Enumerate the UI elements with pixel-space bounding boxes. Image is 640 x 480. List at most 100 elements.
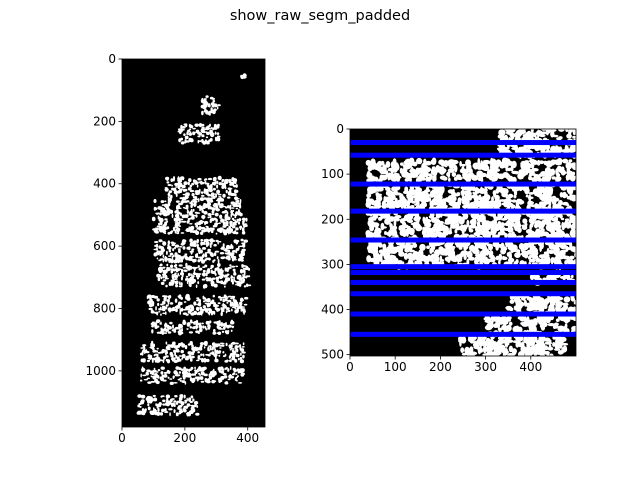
ink-blob xyxy=(390,229,398,237)
ink-blob xyxy=(181,370,185,375)
ink-blob xyxy=(159,254,162,257)
ink-blob xyxy=(402,171,410,178)
ink-blob xyxy=(529,144,537,150)
ink-blob xyxy=(153,397,158,402)
ink-blob xyxy=(185,313,189,316)
ink-blob xyxy=(208,110,213,114)
ink-blob xyxy=(201,123,205,127)
ink-blob xyxy=(506,315,512,321)
ink-blob xyxy=(524,318,531,324)
ink-blob xyxy=(146,359,150,363)
ink-blob xyxy=(221,256,226,259)
ink-blob xyxy=(217,331,222,336)
ink-blob xyxy=(210,370,213,376)
ink-blob xyxy=(153,408,157,412)
ink-blob xyxy=(461,163,466,167)
ink-blob xyxy=(154,241,159,244)
ink-blob xyxy=(165,206,170,210)
ink-blob xyxy=(414,260,419,266)
ink-blob xyxy=(387,172,392,179)
ink-blob xyxy=(196,205,201,209)
ink-blob xyxy=(563,296,571,303)
ink-blob xyxy=(498,129,503,136)
ink-blob xyxy=(183,133,186,137)
ink-blob xyxy=(200,238,204,242)
ink-blob xyxy=(165,250,168,256)
ink-blob xyxy=(204,298,210,302)
ink-blob xyxy=(176,232,180,235)
ink-blob xyxy=(151,329,154,334)
ink-blob xyxy=(203,189,206,194)
ink-blob xyxy=(167,240,171,245)
ink-blob xyxy=(538,306,545,313)
ink-blob xyxy=(516,325,519,329)
y-tick-label: 200 xyxy=(93,114,116,128)
ink-blob xyxy=(200,353,203,356)
ink-blob xyxy=(177,248,181,250)
ink-blob xyxy=(514,252,521,259)
ink-blob xyxy=(164,295,168,298)
ink-blob xyxy=(517,227,522,233)
ink-blob xyxy=(203,220,209,225)
ink-blob xyxy=(419,243,426,251)
ink-blob xyxy=(558,166,565,174)
ink-blob xyxy=(219,205,223,209)
ink-blob xyxy=(153,369,157,373)
ink-blob xyxy=(169,351,173,356)
ink-blob xyxy=(219,251,225,255)
ink-blob xyxy=(215,205,219,208)
ink-blob xyxy=(234,342,239,345)
ink-blob xyxy=(243,303,248,306)
right-image-axes: 0 100 200 300 400 0 100 200 300 400 500 xyxy=(321,122,580,374)
ink-blob xyxy=(462,242,468,247)
ink-blob xyxy=(395,164,399,171)
segmentation-line xyxy=(350,152,576,158)
ink-blob xyxy=(463,255,467,261)
ink-blob xyxy=(207,380,211,384)
ink-blob xyxy=(207,268,211,273)
ink-blob xyxy=(436,249,443,254)
ink-blob xyxy=(233,202,238,207)
ink-blob xyxy=(173,217,177,222)
ink-blob xyxy=(467,206,470,210)
ink-blob xyxy=(535,257,541,263)
ink-blob xyxy=(449,161,458,165)
ink-blob xyxy=(446,172,450,177)
ink-blob xyxy=(189,400,193,403)
ink-blob xyxy=(212,294,215,298)
ink-blob xyxy=(545,172,551,178)
ink-blob xyxy=(173,259,178,264)
ink-blob xyxy=(419,203,426,211)
ink-blob xyxy=(184,371,189,375)
ink-blob xyxy=(177,330,182,334)
ink-blob xyxy=(452,191,456,199)
ink-blob xyxy=(229,320,235,325)
ink-blob xyxy=(186,131,189,134)
ink-blob xyxy=(215,239,219,243)
ink-blob xyxy=(521,171,527,174)
ink-blob xyxy=(219,227,224,231)
ink-blob xyxy=(502,321,508,326)
ink-blob xyxy=(207,125,211,128)
ink-blob xyxy=(214,270,216,274)
ink-blob xyxy=(237,211,242,216)
ink-blob xyxy=(369,202,372,205)
ink-blob xyxy=(559,214,563,219)
ink-blob xyxy=(180,137,184,141)
ink-blob xyxy=(186,195,189,199)
ink-blob xyxy=(173,274,179,279)
ink-blob xyxy=(159,258,165,261)
ink-blob xyxy=(507,352,514,358)
ink-blob xyxy=(235,265,239,268)
ink-blob xyxy=(215,232,218,235)
ink-blob xyxy=(225,189,228,194)
ink-blob xyxy=(192,266,196,269)
ink-blob xyxy=(142,344,147,347)
ink-blob xyxy=(171,274,174,279)
ink-blob xyxy=(167,232,171,235)
ink-blob xyxy=(558,146,562,154)
ink-blob xyxy=(191,405,194,409)
ink-blob xyxy=(189,210,193,215)
ink-blob xyxy=(163,211,166,216)
ink-blob xyxy=(220,312,223,317)
